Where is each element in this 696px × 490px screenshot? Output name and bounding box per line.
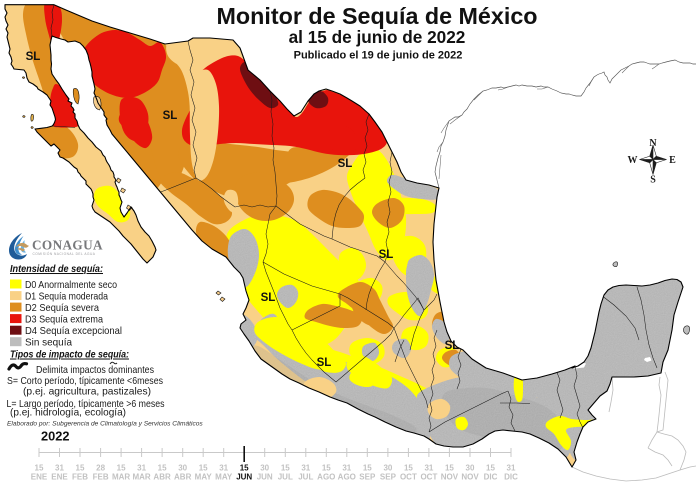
svg-text:DIC: DIC <box>484 473 498 482</box>
svg-text:30: 30 <box>178 464 187 473</box>
svg-text:S: S <box>650 175 656 186</box>
svg-text:D1 Sequía moderada: D1 Sequía moderada <box>25 291 108 302</box>
svg-text:D3 Sequía extrema: D3 Sequía extrema <box>25 314 103 325</box>
svg-text:MAR: MAR <box>132 473 150 482</box>
svg-text:SL: SL <box>261 292 276 304</box>
svg-text:SEP: SEP <box>380 473 397 482</box>
svg-text:Publicado el 19 de junio de 20: Publicado el 19 de junio de 2022 <box>294 50 463 62</box>
svg-text:31: 31 <box>507 464 516 473</box>
svg-text:15: 15 <box>76 464 85 473</box>
svg-text:COMISIÓN NACIONAL DEL AGUA: COMISIÓN NACIONAL DEL AGUA <box>33 251 96 256</box>
svg-text:31: 31 <box>219 464 228 473</box>
svg-text:ENE: ENE <box>51 473 68 482</box>
svg-text:15: 15 <box>281 464 290 473</box>
svg-text:(p.ej. hidrología, ecología): (p.ej. hidrología, ecología) <box>10 408 126 419</box>
svg-text:15: 15 <box>158 464 167 473</box>
svg-text:SL: SL <box>338 158 353 170</box>
svg-text:15: 15 <box>35 464 44 473</box>
svg-text:ABR: ABR <box>174 473 192 482</box>
svg-text:MAR: MAR <box>112 473 130 482</box>
svg-text:15: 15 <box>117 464 126 473</box>
svg-text:30: 30 <box>383 464 392 473</box>
svg-text:SL: SL <box>445 340 460 352</box>
svg-text:SL: SL <box>379 249 394 261</box>
svg-text:15: 15 <box>199 464 208 473</box>
svg-text:ABR: ABR <box>153 473 171 482</box>
svg-text:Tipos de impacto de sequía:: Tipos de impacto de sequía: <box>10 350 129 361</box>
svg-text:Delimita impactos dominantes: Delimita impactos dominantes <box>36 365 154 376</box>
svg-text:SEP: SEP <box>359 473 376 482</box>
svg-text:ENE: ENE <box>31 473 48 482</box>
svg-text:AGO: AGO <box>338 473 356 482</box>
svg-text:Elaborado por: Subgerencia de: Elaborado por: Subgerencia de Climatolog… <box>7 421 203 428</box>
svg-text:D4 Sequía excepcional: D4 Sequía excepcional <box>25 326 122 337</box>
svg-text:31: 31 <box>301 464 310 473</box>
svg-text:15: 15 <box>404 464 413 473</box>
svg-text:D2 Sequía severa: D2 Sequía severa <box>25 303 99 314</box>
svg-text:E: E <box>669 155 676 166</box>
svg-text:Monitor de Sequía de México: Monitor de Sequía de México <box>216 3 537 29</box>
svg-text:N: N <box>649 138 657 149</box>
svg-text:FEB: FEB <box>72 473 88 482</box>
svg-text:AGO: AGO <box>317 473 335 482</box>
svg-text:FEB: FEB <box>93 473 109 482</box>
svg-text:30: 30 <box>466 464 475 473</box>
svg-text:Sin sequía: Sin sequía <box>25 338 72 349</box>
svg-text:15: 15 <box>240 464 249 473</box>
svg-text:(p.ej. agricultura, pastizales: (p.ej. agricultura, pastizales) <box>23 387 151 398</box>
svg-text:OCT: OCT <box>420 473 437 482</box>
svg-text:NOV: NOV <box>441 473 459 482</box>
svg-text:JUL: JUL <box>298 473 313 482</box>
svg-text:SL: SL <box>26 51 41 63</box>
svg-text:2022: 2022 <box>41 429 69 444</box>
svg-text:28: 28 <box>96 464 105 473</box>
svg-text:JUL: JUL <box>278 473 293 482</box>
svg-text:31: 31 <box>55 464 64 473</box>
svg-text:SL: SL <box>163 110 178 122</box>
svg-text:JUN: JUN <box>236 473 252 482</box>
svg-text:JUN: JUN <box>257 473 273 482</box>
svg-text:MAY: MAY <box>215 473 233 482</box>
svg-text:NOV: NOV <box>461 473 479 482</box>
svg-text:15: 15 <box>445 464 454 473</box>
svg-text:15: 15 <box>486 464 495 473</box>
svg-text:DIC: DIC <box>504 473 518 482</box>
svg-text:Intensidad de sequía:: Intensidad de sequía: <box>10 264 103 275</box>
svg-text:15: 15 <box>322 464 331 473</box>
svg-text:CONAGUA: CONAGUA <box>32 238 103 253</box>
svg-text:15: 15 <box>363 464 372 473</box>
svg-text:31: 31 <box>342 464 351 473</box>
svg-text:31: 31 <box>137 464 146 473</box>
svg-text:31: 31 <box>424 464 433 473</box>
svg-text:SL: SL <box>317 357 332 369</box>
svg-text:S= Corto período, típicamente: S= Corto período, típicamente <6meses <box>7 376 163 387</box>
svg-text:MAY: MAY <box>195 473 213 482</box>
svg-text:L= Largo período, típicamente: L= Largo período, típicamente >6 meses <box>7 399 165 410</box>
svg-text:30: 30 <box>260 464 269 473</box>
svg-text:D0 Anormalmente seco: D0 Anormalmente seco <box>25 280 117 291</box>
svg-text:al 15 de junio de 2022: al 15 de junio de 2022 <box>289 27 466 47</box>
svg-text:W: W <box>628 155 638 166</box>
svg-text:OCT: OCT <box>400 473 417 482</box>
